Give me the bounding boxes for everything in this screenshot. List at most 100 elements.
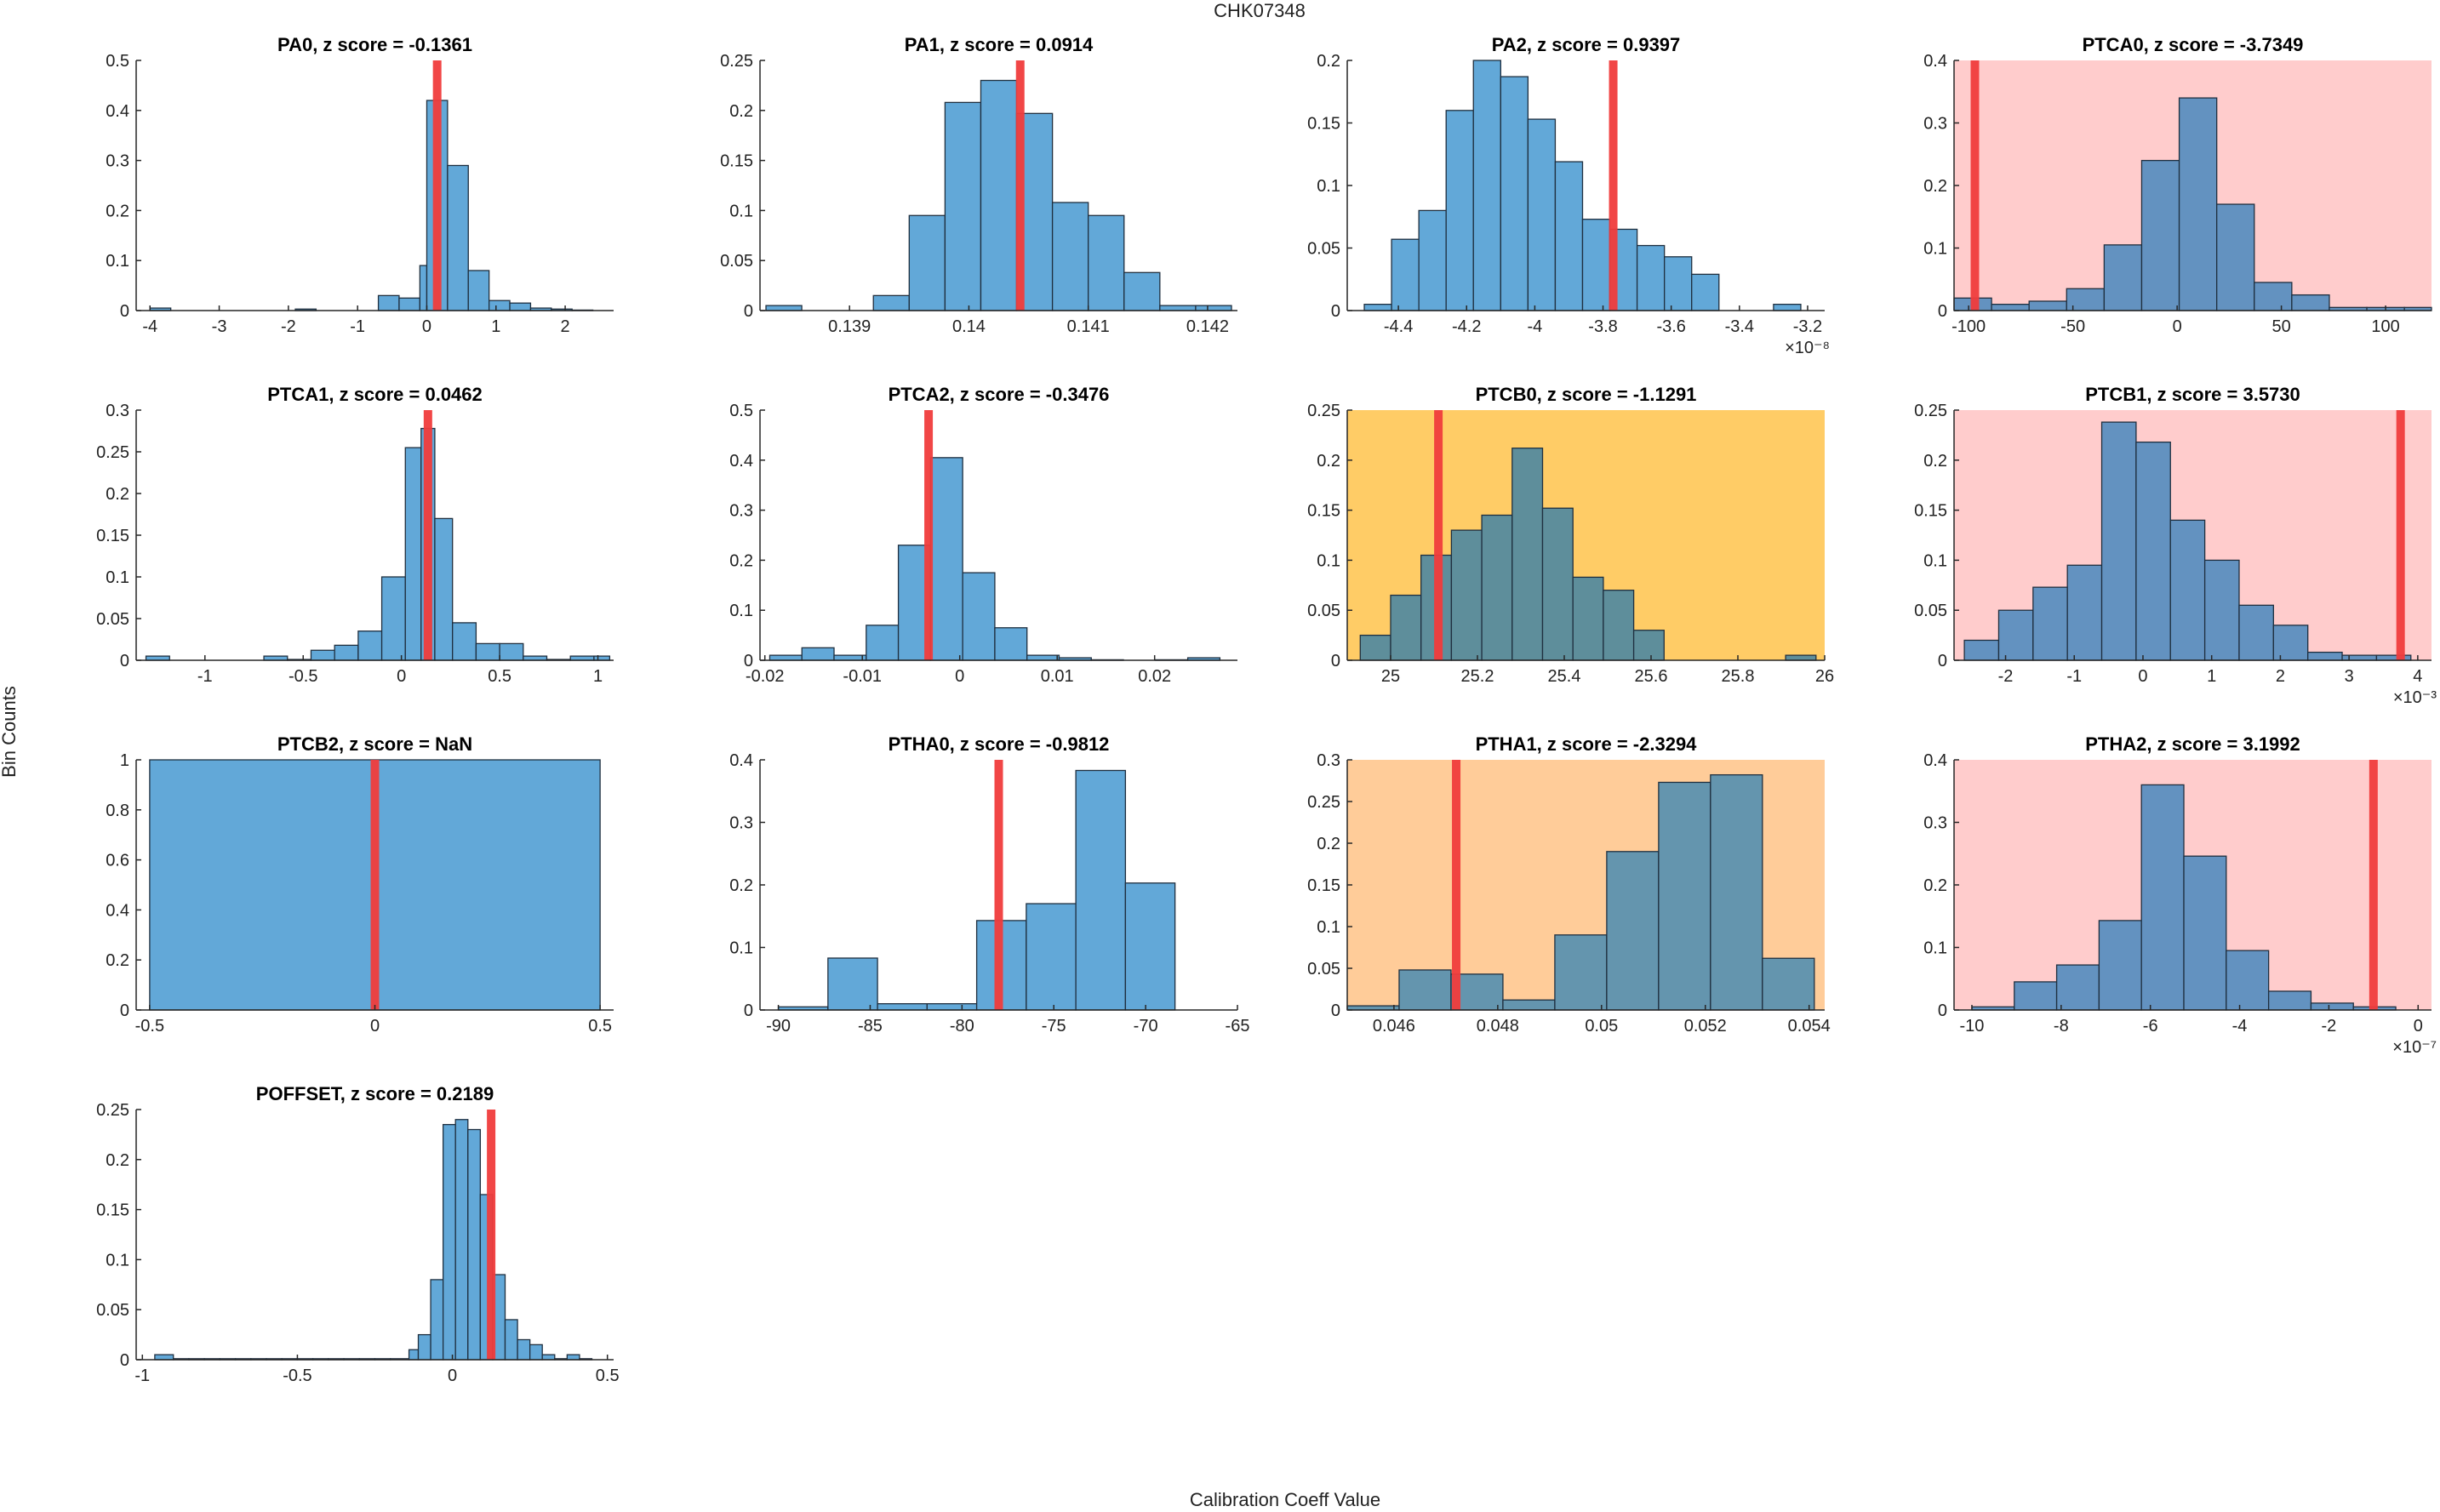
histogram-bar xyxy=(1051,202,1089,311)
x-tick-label: -2 xyxy=(2322,1017,2337,1036)
histogram-bar xyxy=(2216,203,2255,311)
y-tick-label: 0.1 xyxy=(1317,551,1340,570)
histogram-bar xyxy=(1390,594,1422,661)
x-tick-label: -10 xyxy=(1960,1017,1985,1036)
histogram-bar xyxy=(1664,256,1693,311)
x-tick-label: 0.05 xyxy=(1585,1017,1618,1036)
histogram-bar xyxy=(467,270,490,311)
y-tick-label: 0 xyxy=(1938,302,1947,321)
histogram-bar xyxy=(2098,920,2142,1011)
histogram-bar xyxy=(2169,519,2206,661)
histogram-bar xyxy=(541,1354,556,1361)
histogram-bar xyxy=(877,1003,928,1011)
y-tick-label: 0.2 xyxy=(1317,52,1340,71)
panel-title: PTCA2, z score = -0.3476 xyxy=(889,384,1110,405)
x-tick-label: -0.5 xyxy=(283,1367,311,1385)
y-tick-label: 0.4 xyxy=(1923,751,1947,770)
y-tick-label: 0 xyxy=(1331,302,1340,321)
y-tick-label: 1 xyxy=(120,751,129,770)
histogram-bar xyxy=(1481,514,1513,661)
histogram-bar xyxy=(1991,303,2030,311)
histogram-bar xyxy=(2100,421,2137,661)
x-axis-multiplier: ×10⁻⁸ xyxy=(1785,339,1830,357)
histogram-bar xyxy=(419,265,428,311)
x-tick-label: -3.8 xyxy=(1588,317,1617,336)
panel-ptcb0: 0 0.05 0.1 0.15 0.2 0.25 25 25.2 25.4 25.6 25.8 26 P… xyxy=(1307,384,1834,686)
histogram-bar xyxy=(2226,950,2270,1011)
histogram-bar xyxy=(417,1333,431,1361)
y-tick-label: 0 xyxy=(1938,1001,1947,1020)
value-marker-line xyxy=(370,760,380,1010)
histogram-bar xyxy=(929,457,963,661)
y-tick-label: 0.05 xyxy=(96,610,129,629)
y-tick-label: 0.1 xyxy=(1923,240,1947,259)
y-tick-label: 0.4 xyxy=(729,751,753,770)
y-tick-label: 0.1 xyxy=(106,568,129,587)
y-tick-label: 0.05 xyxy=(720,252,753,271)
histogram-bar xyxy=(377,294,400,311)
y-tick-label: 0.2 xyxy=(1317,452,1340,471)
x-tick-label: -8 xyxy=(2054,1017,2069,1036)
x-tick-label: 0 xyxy=(422,317,431,336)
value-marker-line xyxy=(2396,410,2405,660)
panel-title: PTCB2, z score = NaN xyxy=(277,733,472,755)
panel-title: PTHA0, z score = -0.9812 xyxy=(889,733,1110,755)
y-tick-label: 0.2 xyxy=(729,876,753,895)
histogram-bar xyxy=(2028,300,2067,311)
histogram-bar xyxy=(1527,118,1557,311)
histogram-bar xyxy=(1658,781,1711,1011)
histogram-bar xyxy=(509,302,532,311)
histogram-bar xyxy=(2238,604,2274,661)
histogram-bar xyxy=(1554,161,1584,311)
histogram-bar xyxy=(380,576,406,661)
x-tick-label: 0.046 xyxy=(1373,1017,1415,1036)
x-tick-label: 2 xyxy=(2276,667,2285,686)
y-tick-label: 0.6 xyxy=(106,852,129,870)
y-tick-label: 0.2 xyxy=(1923,177,1947,196)
x-tick-label: 0.02 xyxy=(1138,667,1171,686)
y-tick-label: 0.2 xyxy=(729,551,753,570)
panel-title: PA0, z score = -0.1361 xyxy=(277,34,472,55)
histogram-bar xyxy=(1502,999,1556,1011)
value-marker-line xyxy=(1015,60,1025,311)
x-tick-label: -90 xyxy=(766,1017,791,1036)
y-tick-label: 0.2 xyxy=(729,102,753,121)
y-tick-label: 0.2 xyxy=(106,485,129,504)
y-tick-label: 0 xyxy=(744,1001,753,1020)
histogram-bar xyxy=(154,1354,174,1361)
y-tick-label: 0.1 xyxy=(106,252,129,271)
histogram-bar xyxy=(1632,630,1665,661)
x-tick-label: -0.01 xyxy=(843,667,882,686)
x-tick-label: 0.048 xyxy=(1477,1017,1519,1036)
histogram-bar xyxy=(980,79,1018,311)
panel-ptha0: 0 0.1 0.2 0.3 0.4 -90 -85 -80 -75 -70 -65 PTHA0, z … xyxy=(729,733,1249,1036)
panel-title: POFFSET, z score = 0.2189 xyxy=(256,1083,494,1104)
y-tick-label: 0.15 xyxy=(1307,876,1340,895)
panel-ptca0: 0 0.1 0.2 0.3 0.4 -100 -50 0 50 100 PTCA0, z score… xyxy=(1923,34,2432,336)
y-tick-label: 0.05 xyxy=(1307,602,1340,620)
y-tick-label: 0.4 xyxy=(729,452,753,471)
value-marker-line xyxy=(1609,60,1618,311)
x-tick-label: 0.14 xyxy=(952,317,986,336)
histogram-bar xyxy=(2254,282,2293,311)
histogram-bar xyxy=(1026,654,1060,661)
y-tick-label: 0.25 xyxy=(96,1101,129,1120)
histogram-bar xyxy=(1124,882,1176,1011)
y-tick-label: 0.1 xyxy=(106,1251,129,1270)
x-tick-label: -4.2 xyxy=(1452,317,1481,336)
histogram-bar xyxy=(2341,654,2378,661)
y-tick-label: 0.3 xyxy=(106,402,129,420)
x-tick-label: 2 xyxy=(561,317,570,336)
x-tick-label: -4 xyxy=(1527,317,1542,336)
histogram-bar xyxy=(1710,773,1763,1011)
histogram-bar xyxy=(310,649,335,661)
histogram-bar xyxy=(801,647,835,661)
histogram-bar xyxy=(489,300,511,311)
histogram-bar xyxy=(1472,60,1501,311)
x-tick-label: 0.01 xyxy=(1041,667,1074,686)
y-tick-label: 0.1 xyxy=(1317,918,1340,937)
y-tick-label: 0 xyxy=(120,1001,129,1020)
histogram-bar xyxy=(408,1349,420,1361)
